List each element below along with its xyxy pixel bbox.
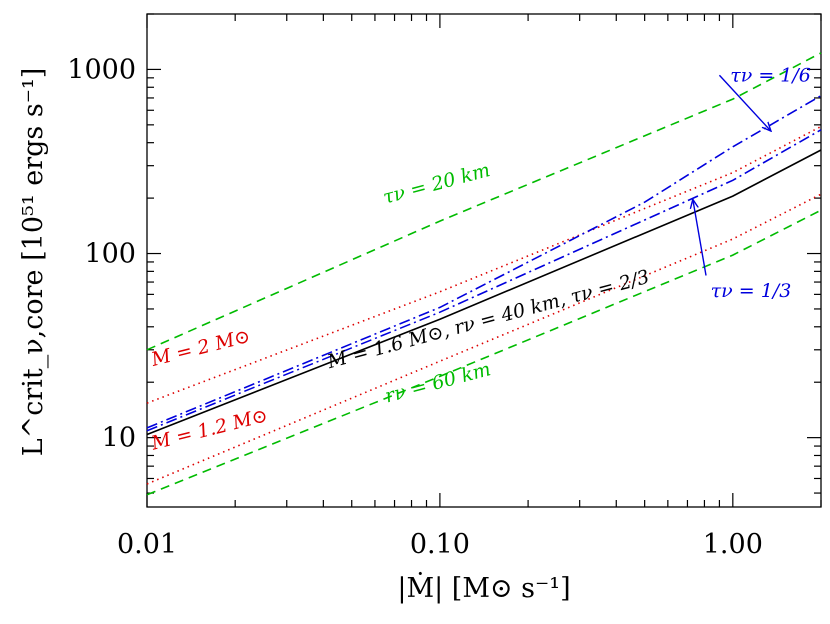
series-tau1_6 <box>146 95 822 429</box>
series-r60 <box>146 209 822 496</box>
arrow-tau16 <box>718 74 771 131</box>
x-axis-label: |Ṁ| [M⊙ s⁻¹] <box>397 571 570 604</box>
series-layer <box>146 52 822 496</box>
axis-ticks: 0.01 0.10 1.00 10 100 1000 <box>67 13 822 560</box>
y-axis-label: L^crit_ν,core [10⁵¹ ergs s⁻¹] <box>18 68 49 457</box>
annotation-label-tau13: τν = 1/3 <box>711 280 792 302</box>
y-tick-label: 10 <box>102 423 136 454</box>
plot-area <box>146 13 822 508</box>
y-tick-label: 100 <box>84 239 136 270</box>
annotation-label-m2: M = 2 M⊙ <box>148 325 252 371</box>
arrow-tau13 <box>693 199 707 276</box>
plot-frame <box>146 13 822 508</box>
annotation-label-m12: M = 1.2 M⊙ <box>148 404 270 454</box>
x-tick-label: 0.01 <box>117 529 177 560</box>
annotation-label-tau16: τν = 1/6 <box>730 64 811 86</box>
series-tau1_3 <box>146 129 822 432</box>
series-fiducial <box>146 149 822 436</box>
annotation-label-r60: rν = 60 km <box>383 358 493 407</box>
y-tick-label: 1000 <box>67 54 136 85</box>
x-tick-label: 1.00 <box>703 529 763 560</box>
x-tick-label: 0.10 <box>410 529 470 560</box>
annotation-label-r20: τν = 20 km <box>381 159 493 209</box>
